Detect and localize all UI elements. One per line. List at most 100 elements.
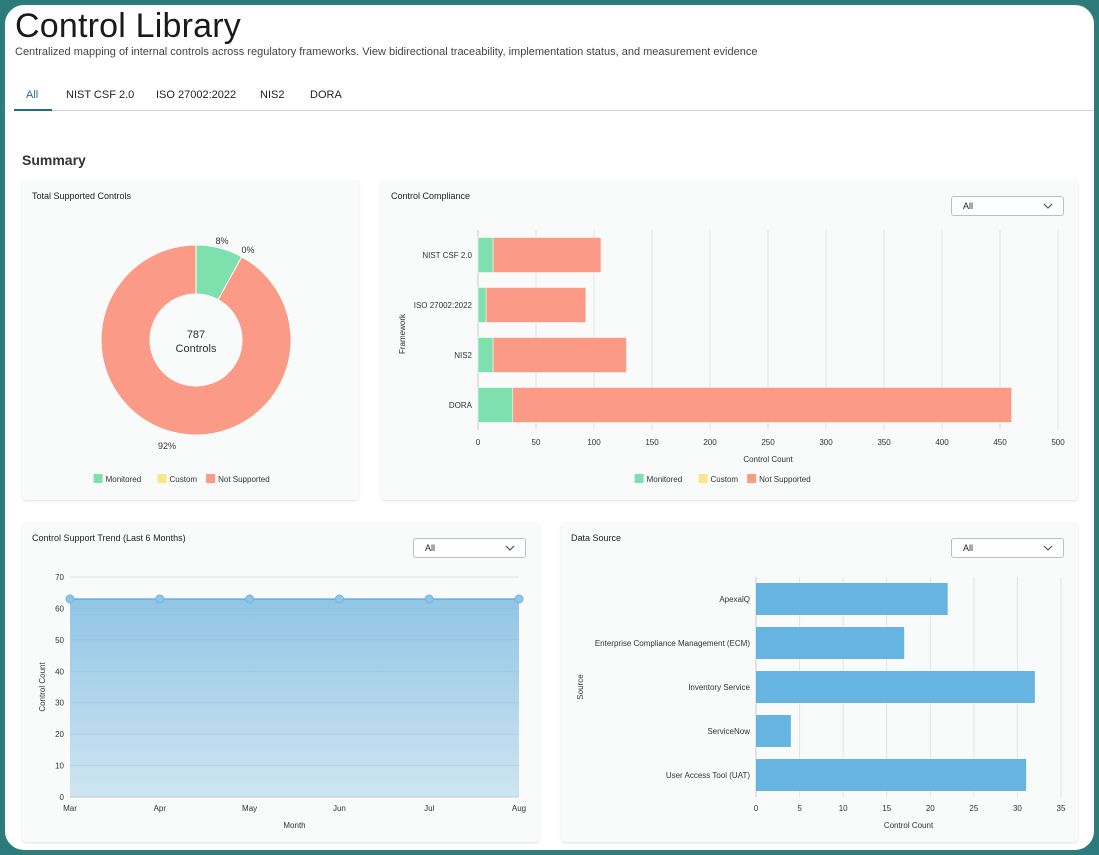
data-source-card: Data Source All 0 5 10 15 20 25 30 35 ApexalQ Ent… — [561, 522, 1078, 842]
source-bar-chart: 0 5 10 15 20 25 30 35 ApexalQ Enterprise Complian… — [576, 577, 1066, 830]
x-tick-label: 200 — [703, 438, 717, 447]
x-tick-label: 300 — [819, 438, 833, 447]
y-axis-label: Framework — [398, 313, 407, 354]
summary-heading: Summary — [22, 152, 86, 168]
support-trend-card: Control Support Trend (Last 6 Months) Al… — [22, 522, 539, 842]
x-axis-label: Control Count — [884, 821, 934, 830]
source-bar — [756, 671, 1035, 703]
trend-area-chart: 0 10 20 30 40 50 60 70 Mar Apr May Jun Jul Aug Month Co… — [38, 573, 526, 830]
y-tick-label: ISO 27002:2022 — [414, 301, 473, 310]
trend-point — [424, 594, 434, 604]
legend-swatch — [634, 474, 644, 483]
x-tick-label: 350 — [877, 438, 891, 447]
x-tick-label: Jul — [424, 804, 434, 813]
x-tick-label: Jun — [333, 804, 346, 813]
y-tick-label: 10 — [55, 762, 64, 771]
y-tick-label: 20 — [55, 730, 64, 739]
y-tick-label: NIST CSF 2.0 — [422, 251, 472, 260]
y-tick-label: 0 — [60, 793, 65, 802]
x-tick-label: 400 — [935, 438, 949, 447]
trend-point — [65, 594, 75, 604]
bar-segment — [492, 237, 602, 273]
compliance-bar-chart: 0 50 100 150 200 250 300 350 400 450 500 NIST CSF 2… — [398, 230, 1065, 484]
source-bar — [756, 627, 905, 659]
source-bar — [756, 583, 948, 615]
source-filter-dropdown[interactable]: All — [951, 538, 1064, 558]
donut-center-value: 787 — [187, 329, 205, 341]
x-tick-label: Mar — [63, 804, 77, 813]
tab-iso-27002[interactable]: ISO 27002:2022 — [156, 89, 237, 101]
y-tick-label: ServiceNow — [707, 727, 750, 736]
legend-swatch — [93, 474, 103, 483]
y-tick-label: NIS2 — [454, 351, 472, 360]
y-tick-label: Enterprise Compliance Management (ECM) — [595, 639, 751, 648]
chevron-down-icon — [1043, 203, 1053, 209]
tab-all[interactable]: All — [26, 89, 39, 101]
page-title: Control Library — [15, 7, 241, 45]
y-tick-label: 60 — [55, 604, 64, 613]
card-title: Control Support Trend (Last 6 Months) — [32, 533, 186, 543]
card-title: Data Source — [571, 533, 622, 543]
dropdown-value: All — [963, 201, 974, 211]
x-tick-label: 5 — [797, 804, 802, 813]
x-tick-label: 10 — [839, 804, 848, 813]
legend-label: Not Supported — [218, 475, 270, 484]
tab-dora[interactable]: DORA — [310, 89, 342, 101]
trend-point — [334, 594, 344, 604]
total-controls-card: Total Supported Controls 8% 0% 92% 787 Contr… — [22, 180, 359, 500]
x-tick-label: 50 — [532, 438, 541, 447]
trend-point — [155, 594, 165, 604]
source-bar — [756, 759, 1027, 791]
legend-label: Monitored — [647, 475, 683, 484]
dropdown-value: All — [963, 543, 974, 553]
x-tick-label: 100 — [587, 438, 601, 447]
legend-label: Custom — [170, 475, 198, 484]
x-tick-label: 30 — [1013, 804, 1022, 813]
legend-swatch — [157, 474, 167, 483]
trend-point — [514, 594, 524, 604]
trend-point — [245, 594, 255, 604]
y-tick-label: ApexalQ — [719, 595, 750, 604]
y-axis-label: Control Count — [38, 662, 47, 712]
y-tick-label: User Access Tool (UAT) — [666, 771, 751, 780]
y-tick-label: DORA — [449, 401, 473, 410]
compliance-filter-dropdown[interactable]: All — [951, 196, 1064, 216]
source-bar — [756, 715, 791, 747]
slice-label: 0% — [241, 245, 254, 255]
bar-segment — [477, 387, 514, 423]
card-title: Control Compliance — [391, 191, 471, 201]
x-tick-label: 250 — [761, 438, 775, 447]
tab-nis2[interactable]: NIS2 — [260, 89, 285, 101]
x-tick-label: 150 — [645, 438, 659, 447]
donut-slice — [100, 244, 292, 436]
bar-segment — [492, 337, 627, 373]
x-tick-label: 0 — [754, 804, 759, 813]
bar-segment — [477, 237, 494, 273]
x-tick-label: May — [242, 804, 257, 813]
legend-swatch — [206, 474, 216, 483]
y-axis-label: Source — [576, 674, 585, 700]
donut-chart: 8% 0% 92% 787 Controls Monitored Custom Not Sup… — [93, 236, 292, 484]
control-compliance-card: Control Compliance All 0 50 100 150 200 250 30… — [381, 180, 1078, 500]
active-tab-indicator — [14, 109, 52, 111]
slice-label: 8% — [215, 236, 228, 246]
x-tick-label: 20 — [926, 804, 935, 813]
trend-area — [70, 599, 519, 797]
legend-label: Custom — [711, 475, 739, 484]
y-tick-label: 70 — [55, 573, 64, 582]
bar-segment — [477, 337, 494, 373]
legend-label: Monitored — [106, 475, 142, 484]
legend-swatch — [747, 474, 757, 483]
x-tick-label: Aug — [512, 804, 526, 813]
x-tick-label: 450 — [993, 438, 1007, 447]
x-tick-label: 15 — [882, 804, 891, 813]
framework-tabs: All NIST CSF 2.0 ISO 27002:2022 NIS2 DOR… — [14, 77, 1094, 111]
donut-center-label: Controls — [176, 343, 217, 355]
legend-swatch — [698, 474, 708, 483]
x-tick-label: 35 — [1057, 804, 1066, 813]
trend-filter-dropdown[interactable]: All — [413, 538, 526, 558]
tab-nist-csf[interactable]: NIST CSF 2.0 — [66, 89, 135, 101]
x-tick-label: 500 — [1051, 438, 1065, 447]
bar-segment — [477, 287, 487, 323]
